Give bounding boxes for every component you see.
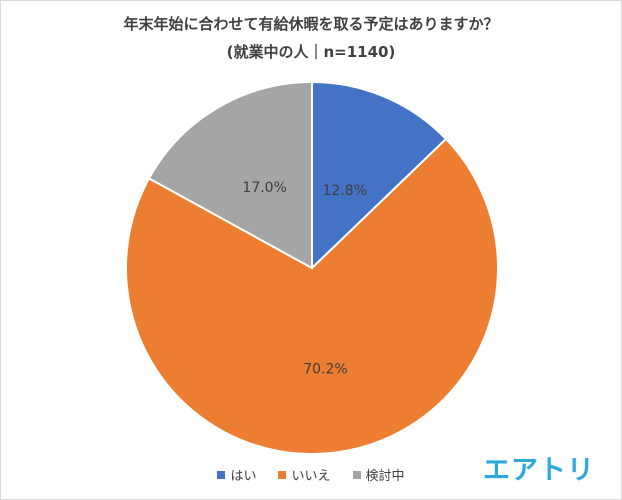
pie-slice-1	[311, 80, 448, 271]
legend-label-2: いいえ	[291, 469, 331, 484]
chart-subtitle: (就業中の人｜n=1140)	[226, 43, 396, 61]
legend-item-1: はい	[217, 465, 256, 484]
chart-title: 年末年始に合わせて有給休暇を取る予定はありますか？	[123, 15, 499, 33]
legend-swatch-1	[217, 470, 226, 479]
legend: はい いいえ 検討中	[1, 465, 621, 484]
pie-slice-3	[147, 80, 313, 270]
data-label-2: 70.2%	[303, 361, 347, 377]
data-label-3: 17.0%	[242, 180, 286, 196]
brand-logo: エアトリ	[483, 455, 595, 486]
data-label-1: 12.8%	[323, 183, 367, 199]
legend-label-1: はい	[230, 469, 257, 484]
legend-label-3: 検討中	[365, 469, 405, 484]
legend-swatch-3	[352, 470, 361, 479]
legend-swatch-2	[278, 470, 287, 479]
legend-item-2: いいえ	[278, 465, 331, 484]
legend-item-3: 検討中	[352, 465, 405, 484]
